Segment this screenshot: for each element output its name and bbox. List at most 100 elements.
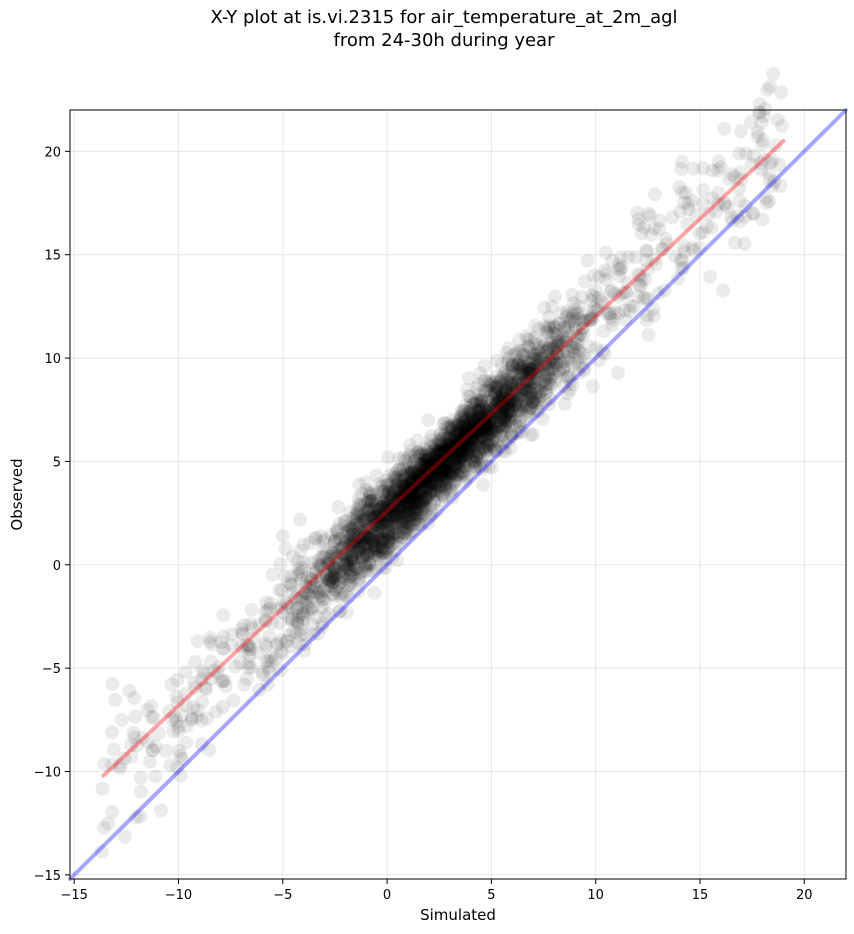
scatter-point (375, 479, 390, 494)
scatter-point (408, 488, 423, 502)
scatter-point (357, 541, 372, 556)
scatter-point (393, 473, 408, 488)
scatter-point (493, 394, 508, 409)
scatter-point (513, 360, 528, 375)
scatter-point (352, 516, 367, 531)
scatter-point (438, 462, 453, 477)
scatter-point (538, 385, 553, 400)
scatter-point (559, 334, 574, 349)
scatter-point (435, 443, 450, 458)
scatter-point (189, 709, 204, 724)
scatter-point (397, 478, 412, 493)
scatter-point (427, 464, 442, 479)
scatter-point (558, 330, 573, 345)
scatter-point (429, 461, 444, 476)
scatter-point (530, 355, 545, 370)
scatter-point (400, 467, 415, 482)
scatter-point (410, 507, 425, 522)
scatter-point (504, 402, 519, 417)
scatter-point (427, 451, 441, 466)
scatter-point (523, 428, 538, 442)
scatter-point (447, 427, 462, 442)
scatter-point (371, 519, 386, 533)
scatter-point (428, 455, 443, 470)
scatter-point (474, 461, 489, 476)
scatter-point (448, 445, 463, 460)
scatter-point (430, 503, 445, 518)
scatter-point (502, 415, 517, 430)
scatter-point (431, 473, 446, 488)
scatter-point (363, 520, 377, 535)
scatter-point (397, 480, 412, 495)
scatter-point (460, 406, 475, 421)
scatter-point (385, 530, 400, 545)
scatter-point (459, 427, 474, 442)
scatter-point (570, 329, 585, 344)
scatter-point (497, 369, 512, 384)
scatter-point (510, 388, 525, 403)
x-tick-label: −15 (60, 888, 87, 903)
scatter-point (466, 418, 481, 433)
scatter-point (454, 442, 469, 457)
scatter-point (494, 399, 509, 414)
scatter-point (495, 370, 510, 385)
scatter-point (498, 444, 512, 459)
scatter-point (452, 452, 467, 467)
scatter-point (373, 547, 388, 562)
scatter-point (130, 738, 144, 753)
scatter-point (672, 180, 687, 194)
scatter-point (216, 674, 230, 689)
scatter-point (402, 469, 417, 484)
scatter-point (453, 440, 468, 455)
scatter-point (504, 384, 519, 399)
scatter-point (250, 645, 265, 660)
scatter-point (639, 253, 654, 268)
scatter-point (475, 402, 490, 416)
scatter-point (515, 376, 529, 391)
scatter-point (233, 655, 248, 670)
scatter-point (285, 549, 300, 564)
scatter-point (422, 465, 437, 480)
scatter-point (455, 434, 470, 448)
scatter-point (461, 418, 476, 433)
scatter-point (561, 350, 576, 365)
scatter-point (464, 414, 479, 429)
scatter-point (466, 427, 480, 442)
scatter-point (754, 163, 769, 178)
scatter-point (387, 466, 402, 481)
scatter-point (417, 448, 431, 463)
scatter-point (419, 470, 433, 485)
scatter-point (237, 617, 251, 632)
scatter-point (394, 508, 408, 522)
scatter-point (427, 461, 442, 476)
scatter-point (383, 495, 398, 509)
scatter-point (643, 208, 658, 223)
scatter-point (344, 526, 359, 541)
scatter-point (556, 354, 571, 369)
scatter-point (498, 416, 512, 431)
scatter-point (416, 456, 431, 471)
scatter-point (541, 377, 556, 391)
scatter-point (517, 363, 531, 378)
scatter-point (404, 466, 418, 481)
scatter-point (493, 415, 508, 430)
scatter-point (686, 161, 701, 176)
scatter-point (487, 401, 502, 416)
scatter-point (436, 447, 451, 461)
scatter-point (397, 489, 412, 504)
scatter-point (523, 332, 538, 347)
scatter-point (340, 533, 355, 548)
scatter-point (481, 459, 496, 474)
scatter-point (375, 499, 390, 514)
scatter-point (562, 382, 577, 397)
scatter-point (467, 407, 481, 422)
scatter-point (446, 430, 461, 445)
scatter-point (705, 191, 720, 206)
scatter-point (513, 369, 527, 384)
scatter-point (418, 464, 433, 479)
scatter-point (467, 453, 482, 468)
scatter-point (680, 217, 695, 232)
scatter-point (418, 458, 433, 473)
scatter-point (430, 444, 445, 459)
scatter-point (376, 498, 391, 513)
